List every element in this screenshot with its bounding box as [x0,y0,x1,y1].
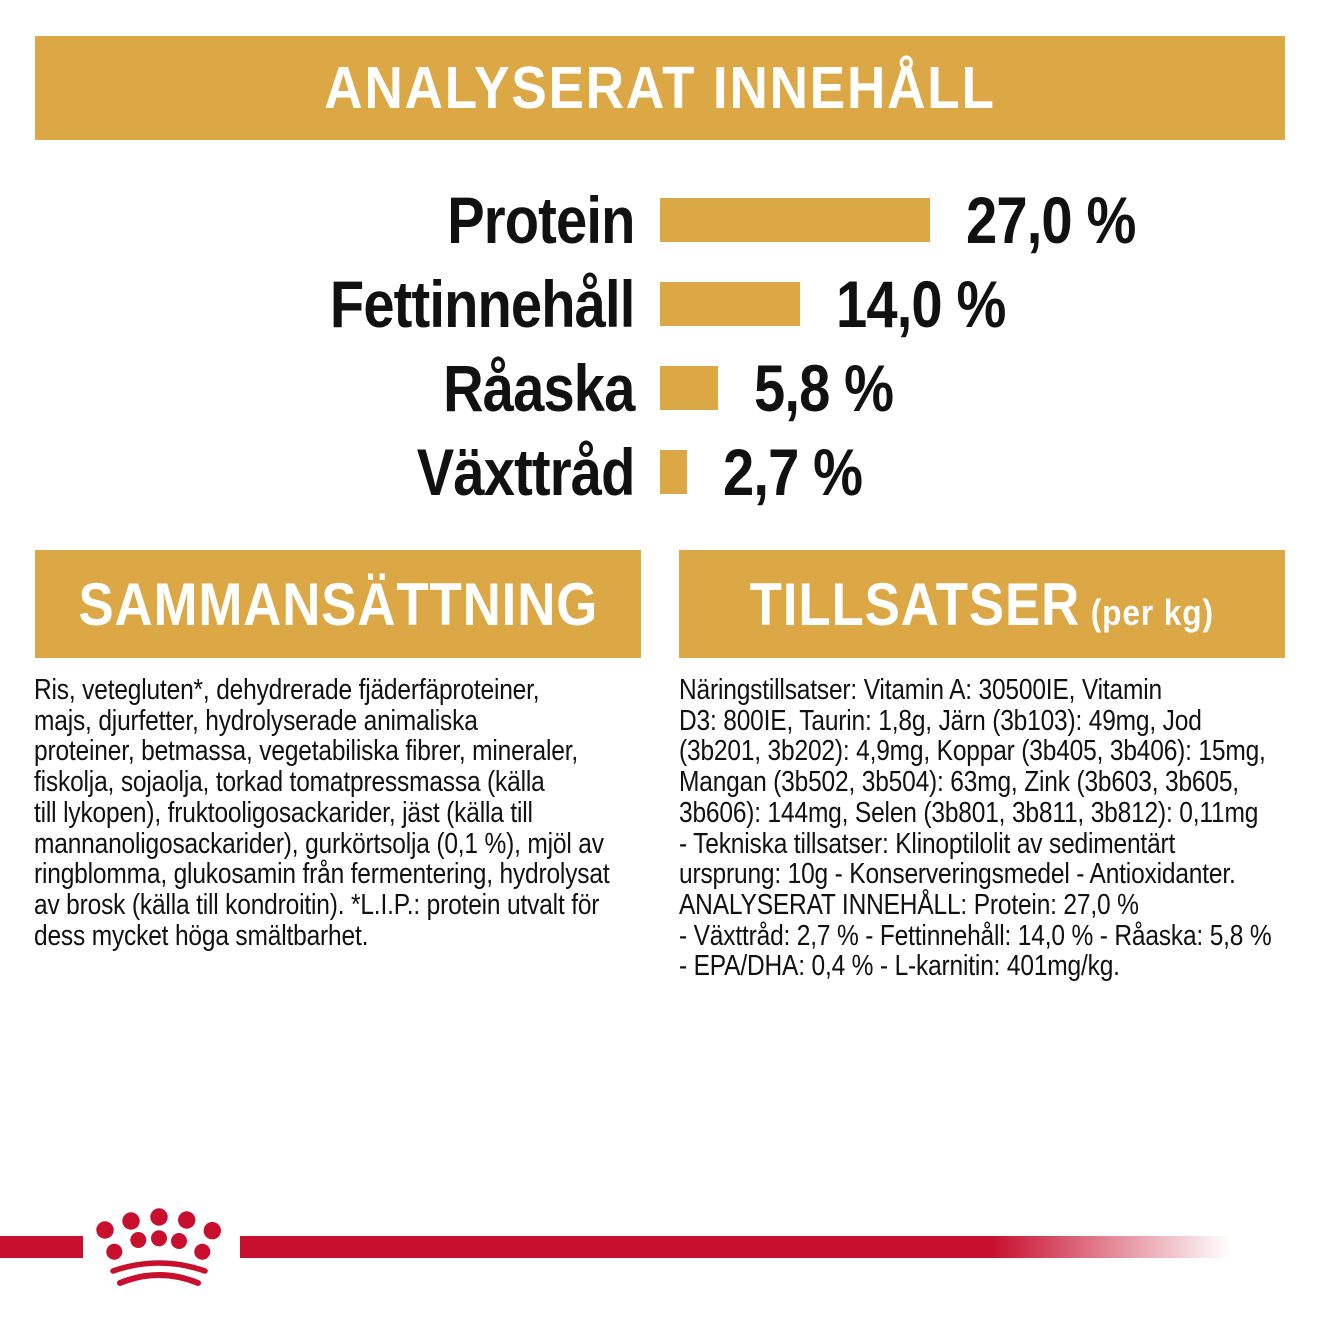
analyzed-content-title: ANALYSERAT INNEHÅLL [324,55,996,121]
text-line: Näringstillsatser: Vitamin A: 30500IE, V… [679,674,1162,706]
bar-value: 2,7 % [723,435,863,509]
bar-label: Råaska [443,351,635,425]
bar-label: Fettinnehåll [329,267,635,341]
text-line: ANALYSERAT INNEHÅLL: Protein: 27,0 % [679,888,1139,921]
composition-title: SAMMANSÄTTNING [78,570,598,638]
text-line: mannanoligosackarider), gurkörtsolja (0,… [34,827,604,860]
text-line: dess mycket höga smältbarhet. [34,919,369,952]
text-line: ursprung: 10g - Konserveringsmedel - Ant… [679,858,1236,891]
chart-row: Råaska 5,8 % [35,346,1285,430]
bar-label: Protein [447,183,635,257]
bar-value: 5,8 % [754,351,894,425]
chart-row: Växttråd 2,7 % [35,430,1285,514]
text-line: - Tekniska tillsatser: Klinoptilolit av … [679,827,1176,860]
bar-label: Växttråd [416,435,636,509]
bar [660,366,718,410]
text-line: Ris, vetegluten*, dehydrerade fjäderfäpr… [34,674,540,706]
bar [660,450,687,494]
composition-banner: SAMMANSÄTTNING [35,550,641,658]
brand-stripe-left [0,1236,83,1258]
royal-canin-crown-logo [96,1208,221,1286]
chart-row: Fettinnehåll 14,0 % [35,262,1285,346]
additives-title-suffix: (per kg) [1090,591,1215,633]
composition-text: Ris, vetegluten*, dehydrerade fjäderfäpr… [34,675,650,951]
bar [660,198,930,242]
chart-row: Protein 27,0 % [35,178,1285,262]
text-line: Mangan (3b502, 3b504): 63mg, Zink (3b603… [679,766,1239,799]
nutrition-bar-chart: Protein 27,0 % Fettinnehåll 14,0 % Råaska 5,8… [35,178,1285,514]
additives-banner: TILLSATSER (per kg) [679,550,1285,658]
text-line: av brosk (källa till kondroitin). *L.I.P… [34,888,600,921]
bar [660,282,800,326]
text-line: till lykopen), fruktooligosackarider, jä… [34,796,533,829]
text-line: fiskolja, sojaolja, torkad tomatpressmas… [34,766,545,799]
text-line: (3b201, 3b202): 4,9mg, Koppar (3b405, 3b… [679,735,1266,768]
brand-stripe-right [240,1236,1230,1258]
text-line: proteiner, betmassa, vegetabiliska fibre… [34,735,579,768]
additives-title: TILLSATSER (per kg) [750,570,1214,639]
additives-text: Näringstillsatser: Vitamin A: 30500IE, V… [679,675,1295,982]
text-line: 3b606): 144mg, Selen (3b801, 3b811, 3b81… [679,796,1259,829]
bar-value: 27,0 % [966,183,1136,257]
bar-value: 14,0 % [836,267,1006,341]
text-line: ringblomma, glukosamin från fermentering… [34,858,610,891]
analyzed-content-banner: ANALYSERAT INNEHÅLL [35,36,1285,140]
text-line: majs, djurfetter, hydrolyserade animalis… [34,704,478,737]
text-line: D3: 800IE, Taurin: 1,8g, Järn (3b103): 4… [679,704,1202,737]
text-line: - Växttråd: 2,7 % - Fettinnehåll: 14,0 %… [679,919,1272,952]
additives-title-main: TILLSATSER [749,570,1081,638]
text-line: - EPA/DHA: 0,4 % - L-karnitin: 401mg/kg. [679,950,1120,983]
